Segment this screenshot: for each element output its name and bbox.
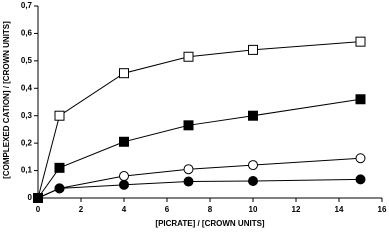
marker <box>248 175 258 186</box>
chart: [PICRATE] / [CROWN UNITS] [COMPLEXED CAT… <box>2 1 387 228</box>
series-line <box>37 41 361 199</box>
marker <box>183 51 194 62</box>
y-tick-label: 0,3 <box>21 111 33 120</box>
marker <box>248 160 258 171</box>
marker <box>33 193 43 203</box>
marker <box>183 164 194 175</box>
series-line <box>37 98 361 199</box>
y-tick-label: 0,5 <box>21 56 33 65</box>
marker <box>248 110 258 121</box>
marker <box>119 68 129 79</box>
marker <box>119 136 129 147</box>
y-tick-label: 0,4 <box>21 83 33 92</box>
x-tick-label: 2 <box>79 205 84 214</box>
series-line <box>37 157 361 199</box>
marker <box>54 110 65 121</box>
marker <box>355 153 366 164</box>
marker <box>54 183 65 194</box>
y-tick-label: 0,6 <box>21 29 33 38</box>
y-tick-label: 0,7 <box>21 1 33 10</box>
series-line <box>37 178 361 199</box>
y-tick-label: 0,1 <box>21 166 33 175</box>
x-tick-label: 6 <box>165 205 170 214</box>
x-axis-label: [PICRATE] / [CROWN UNITS] <box>155 219 265 228</box>
marker <box>183 176 194 187</box>
x-tick-label: 10 <box>249 205 258 214</box>
x-tick-label: 12 <box>292 205 301 214</box>
x-tick-label: 16 <box>378 205 387 214</box>
x-tick-label: 0 <box>36 205 41 214</box>
x-tick-label: 14 <box>335 205 344 214</box>
marker <box>183 120 194 131</box>
marker <box>355 94 366 105</box>
y-tick-label: 0,2 <box>21 138 33 147</box>
x-tick-label: 8 <box>208 205 213 214</box>
marker <box>355 174 366 185</box>
marker <box>355 36 366 47</box>
x-tick-label: 4 <box>122 205 127 214</box>
marker <box>119 179 129 190</box>
y-axis-label: [COMPLEXED CATION] / [CROWN UNITS] <box>2 21 11 179</box>
y-tick-label: 0 <box>28 193 33 202</box>
marker <box>54 162 65 173</box>
marker <box>119 171 129 182</box>
marker <box>248 44 258 55</box>
